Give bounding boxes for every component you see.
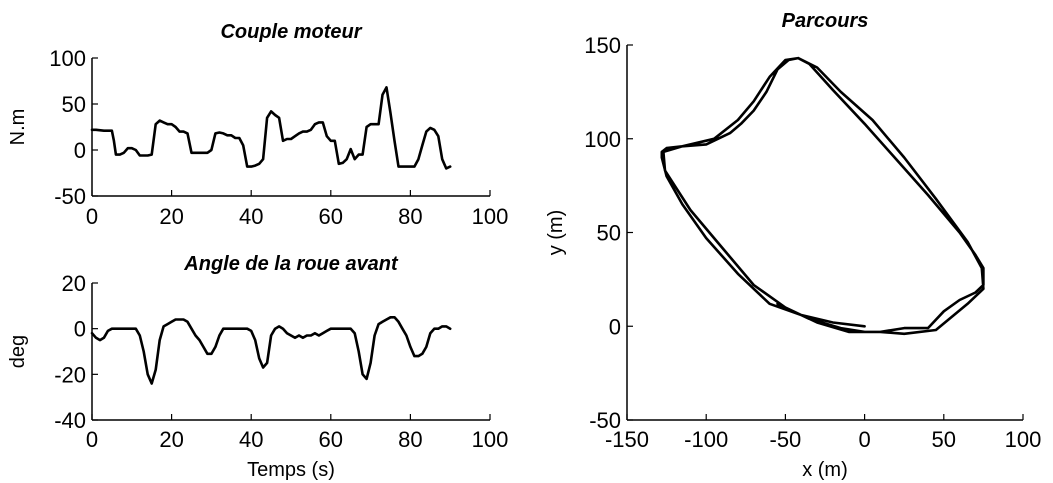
y-tick-label: -40 xyxy=(54,408,86,433)
x-tick-label: 60 xyxy=(319,427,343,452)
y-tick-label: 100 xyxy=(49,46,86,71)
y-tick-label: 50 xyxy=(62,92,86,117)
y-tick-label: 20 xyxy=(62,271,86,296)
y-tick-label: -50 xyxy=(589,408,621,433)
x-tick-label: 20 xyxy=(159,427,183,452)
x-tick-label: -150 xyxy=(605,427,649,452)
series-line xyxy=(90,315,452,385)
y-tick-label: 0 xyxy=(609,314,621,339)
x-tick-label: -50 xyxy=(770,427,802,452)
x-tick-label: 100 xyxy=(472,427,509,452)
x-tick-label: 40 xyxy=(239,204,263,229)
x-tick-label: -100 xyxy=(684,427,728,452)
y-tick-label: 50 xyxy=(597,221,621,246)
chart-parcours: -50 0 50 100 150 -150 -100 -50 0 50 100 Parcours y (… xyxy=(545,10,1041,481)
chart-title: Angle de la roue avant xyxy=(183,253,399,275)
x-tick-label: 0 xyxy=(858,427,870,452)
x-tick-label: 100 xyxy=(1005,427,1042,452)
y-axis-label: deg xyxy=(7,335,29,368)
x-tick-label: 0 xyxy=(86,427,98,452)
chart-title: Couple moteur xyxy=(220,21,362,43)
y-tick-label: -20 xyxy=(54,362,86,387)
chart-title: Parcours xyxy=(782,10,869,32)
x-tick-label: 100 xyxy=(472,204,509,229)
y-tick-label: 100 xyxy=(584,127,621,152)
x-tick-label: 20 xyxy=(159,204,183,229)
y-tick-label: 0 xyxy=(74,317,86,342)
x-tick-label: 80 xyxy=(398,427,422,452)
series-line xyxy=(90,86,452,170)
y-tick-label: 0 xyxy=(74,138,86,163)
x-tick-label: 40 xyxy=(239,427,263,452)
y-tick-label: -50 xyxy=(54,184,86,209)
y-tick-label: 150 xyxy=(584,33,621,58)
x-tick-label: 0 xyxy=(86,204,98,229)
x-axis-label: x (m) xyxy=(802,459,848,481)
x-axis-label: Temps (s) xyxy=(247,459,335,481)
chart-angle: -40 -20 0 20 0 20 40 60 80 100 Angle de la roue av… xyxy=(7,253,508,481)
x-tick-label: 80 xyxy=(398,204,422,229)
y-axis-label: y (m) xyxy=(545,210,567,256)
x-tick-label: 60 xyxy=(319,204,343,229)
x-tick-label: 50 xyxy=(932,427,956,452)
series-line xyxy=(660,56,985,336)
y-axis-label: N.m xyxy=(7,109,29,146)
